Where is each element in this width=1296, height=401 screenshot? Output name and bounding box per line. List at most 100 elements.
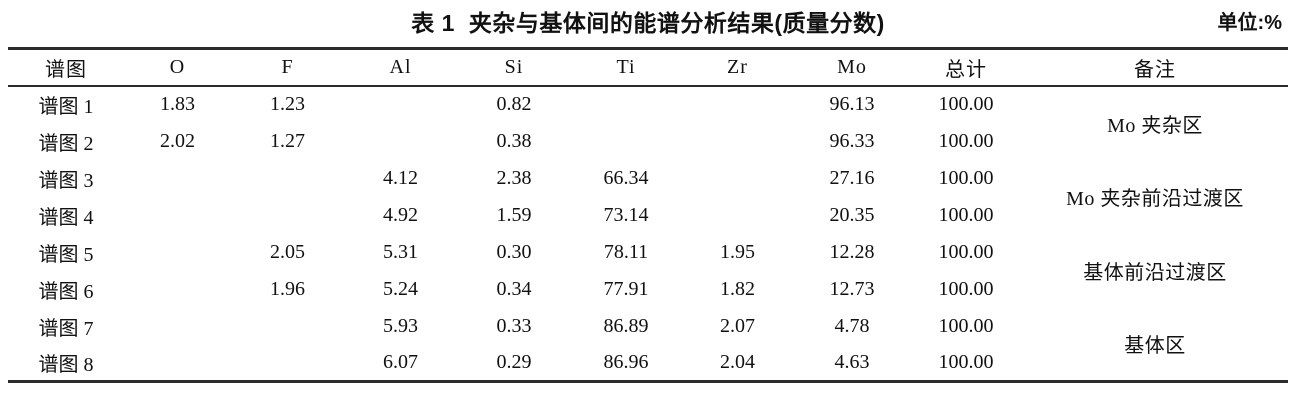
column-header-mo: Mo xyxy=(837,55,867,78)
table-cell: 0.34 xyxy=(496,277,532,300)
table-cell xyxy=(124,308,231,345)
table-cell xyxy=(571,123,681,160)
table-cell: 0.33 xyxy=(496,314,532,337)
row-label: 谱图 6 xyxy=(38,280,94,303)
column-header-al: Al xyxy=(389,55,412,78)
column-header-spectrum: 谱图 xyxy=(45,58,87,81)
table-cell: 1.23 xyxy=(270,93,305,115)
table-cell: 2.02 xyxy=(160,129,195,152)
table-cell: 100.00 xyxy=(938,350,994,373)
unit-label: 单位:% xyxy=(1217,12,1282,34)
remark-cell: 基体区 xyxy=(1124,335,1186,358)
table-title: 表 1 夹杂与基体间的能谱分析结果(质量分数) xyxy=(0,6,1296,40)
table-cell: 20.35 xyxy=(829,203,875,226)
table-cell: 0.82 xyxy=(496,93,532,115)
table-cell: 96.33 xyxy=(829,129,875,152)
table-cell: 4.92 xyxy=(383,203,418,226)
row-label: 谱图 1 xyxy=(38,96,94,118)
table-row: 谱图 3 4.12 2.38 66.34 27.16 100.00 Mo 夹杂前… xyxy=(8,160,1288,211)
table-row: 谱图 8 6.07 0.29 86.96 2.04 4.63 100.00 xyxy=(8,345,1288,382)
column-header-remark: 备注 xyxy=(1134,58,1176,81)
table-cell: 2.38 xyxy=(496,166,532,189)
table-cell xyxy=(681,86,794,123)
table-row: 谱图 4 4.92 1.59 73.14 20.35 100.00 xyxy=(8,197,1288,234)
table-cell xyxy=(231,160,344,197)
table-cell xyxy=(344,123,457,160)
table-cell: 66.34 xyxy=(603,166,649,189)
table-cell xyxy=(231,197,344,234)
table-cell: 0.30 xyxy=(496,240,532,263)
table-cell: 1.27 xyxy=(270,129,305,152)
table-cell: 1.59 xyxy=(496,203,532,226)
table-cell: 5.24 xyxy=(383,277,418,300)
table-cell xyxy=(681,197,794,234)
table-row: 谱图 1 1.83 1.23 0.82 96.13 100.00 Mo 夹杂区 xyxy=(8,86,1288,137)
table-cell: 100.00 xyxy=(938,203,994,226)
table-cell: 4.63 xyxy=(834,350,870,373)
table-cell: 100.00 xyxy=(938,314,994,337)
table-cell: 96.13 xyxy=(829,93,875,115)
table-title-text: 夹杂与基体间的能谱分析结果(质量分数) xyxy=(468,10,885,36)
table-cell: 1.95 xyxy=(720,240,755,263)
table-cell: 86.89 xyxy=(603,314,649,337)
table-cell: 1.83 xyxy=(160,93,195,115)
table-number-label: 表 1 xyxy=(411,10,455,36)
table-cell: 0.38 xyxy=(496,129,532,152)
table-cell xyxy=(124,160,231,197)
column-header-ti: Ti xyxy=(616,55,636,78)
table-cell xyxy=(681,160,794,197)
remark-cell: Mo 夹杂前沿过渡区 xyxy=(1066,188,1244,210)
table-cell: 100.00 xyxy=(938,129,994,152)
table-cell xyxy=(344,86,457,123)
table-row: 谱图 7 5.93 0.33 86.89 2.07 4.78 100.00 基体… xyxy=(8,308,1288,358)
table-cell xyxy=(571,86,681,123)
row-label: 谱图 3 xyxy=(38,169,94,192)
row-label: 谱图 7 xyxy=(38,317,94,340)
table-cell: 100.00 xyxy=(938,277,994,300)
remark-cell: Mo 夹杂区 xyxy=(1107,114,1203,137)
table-cell: 2.04 xyxy=(720,350,755,373)
table-cell: 4.78 xyxy=(834,314,870,337)
row-label: 谱图 5 xyxy=(38,243,94,266)
row-label: 谱图 2 xyxy=(38,132,94,155)
table-cell: 100.00 xyxy=(938,166,994,189)
table-cell: 78.11 xyxy=(603,240,649,263)
table-row: 谱图 2 2.02 1.27 0.38 96.33 100.00 xyxy=(8,123,1288,160)
row-label: 谱图 8 xyxy=(38,353,94,376)
column-header-o: O xyxy=(169,55,186,78)
table-cell xyxy=(231,308,344,345)
column-header-zr: Zr xyxy=(727,55,748,78)
column-header-si: Si xyxy=(504,55,524,78)
table-cell xyxy=(124,234,231,271)
column-header-total: 总计 xyxy=(945,58,987,81)
table-cell: 5.31 xyxy=(383,240,418,263)
table-cell: 100.00 xyxy=(938,93,994,115)
table-cell: 77.91 xyxy=(603,277,649,300)
table-cell: 5.93 xyxy=(383,314,418,337)
table-cell: 4.12 xyxy=(383,166,418,189)
table-cell: 86.96 xyxy=(603,350,649,373)
table-cell: 2.05 xyxy=(270,240,305,263)
table-cell: 73.14 xyxy=(603,203,649,226)
table-cell: 27.16 xyxy=(829,166,875,189)
table-cell: 1.96 xyxy=(270,277,305,300)
table-row: 谱图 6 1.96 5.24 0.34 77.91 1.82 12.73 100… xyxy=(8,271,1288,308)
table-cell: 12.73 xyxy=(829,277,875,300)
table-cell xyxy=(231,345,344,382)
table-cell xyxy=(124,271,231,308)
table-cell: 2.07 xyxy=(720,314,755,337)
column-header-f: F xyxy=(281,55,294,78)
table-cell xyxy=(681,123,794,160)
eds-results-table: 谱图 O F Al Si Ti Zr Mo 总计 备注 谱图 1 1.83 1.… xyxy=(8,47,1288,383)
table-cell: 1.82 xyxy=(720,277,755,300)
table-cell: 0.29 xyxy=(496,350,532,373)
header-row: 谱图 O F Al Si Ti Zr Mo 总计 备注 xyxy=(8,49,1288,86)
table-caption-row: 表 1 夹杂与基体间的能谱分析结果(质量分数) 单位:% xyxy=(0,6,1296,40)
table-cell: 12.28 xyxy=(829,240,875,263)
row-label: 谱图 4 xyxy=(38,206,94,229)
table-cell: 100.00 xyxy=(938,240,994,263)
table-cell: 6.07 xyxy=(383,350,418,373)
table-cell xyxy=(124,197,231,234)
remark-cell: 基体前沿过渡区 xyxy=(1083,262,1227,284)
